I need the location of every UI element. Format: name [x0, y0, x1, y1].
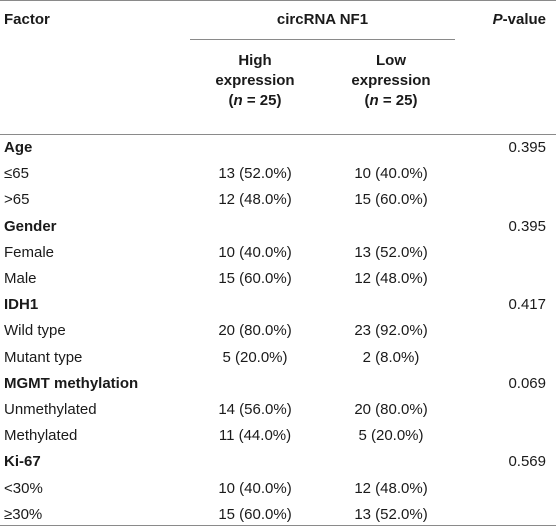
row-p-value: 0.395: [508, 139, 546, 156]
row-factor: IDH1: [4, 296, 39, 314]
header-p-rest: -value: [502, 11, 546, 28]
row-low-expression: 13 (52.0%): [354, 243, 428, 261]
row-high-expression: 12 (48.0%): [218, 191, 292, 209]
table-row: Ki-67 0.569: [0, 449, 556, 475]
header-low-n: (n = 25): [328, 91, 454, 111]
header-factor: Factor: [4, 11, 50, 28]
row-low-expression: 12 (48.0%): [354, 270, 428, 287]
header-low-line2: expression: [351, 72, 431, 89]
table-row: Male 15 (60.0%) 12 (48.0%): [0, 266, 556, 292]
header-low-line1: Low: [376, 52, 406, 69]
row-factor: Gender: [4, 217, 57, 235]
header-bottom-rule: [0, 134, 556, 135]
row-high-expression: 13 (52.0%): [218, 165, 292, 183]
table-top-rule: [0, 0, 556, 1]
row-high-expression: 15 (60.0%): [218, 505, 292, 523]
header-high-line1: High: [238, 52, 272, 69]
table-row: ≥30% 15 (60.0%) 13 (52.0%): [0, 502, 556, 528]
row-high-expression: 5 (20.0%): [222, 348, 288, 366]
header-high-expression: High expression (n = 25): [192, 51, 318, 111]
header-circrna-group: circRNA NF1: [276, 11, 369, 28]
header-p-italic: P: [492, 11, 503, 28]
row-factor: Wild type: [4, 322, 66, 340]
row-low-expression: 2 (8.0%): [362, 348, 420, 366]
row-factor: Mutant type: [4, 348, 83, 366]
row-low-expression: 20 (80.0%): [354, 401, 428, 418]
row-p-value: 0.417: [508, 296, 546, 314]
row-factor: Male: [4, 270, 37, 287]
row-high-expression: 10 (40.0%): [218, 479, 292, 497]
row-factor: ≥30%: [4, 505, 43, 523]
row-high-expression: 15 (60.0%): [218, 270, 292, 287]
row-low-expression: 15 (60.0%): [354, 191, 428, 209]
header-high-n: (n = 25): [192, 91, 318, 111]
row-low-expression: 23 (92.0%): [354, 322, 428, 340]
header-low-n-rest: = 25): [378, 92, 418, 109]
table-row: IDH1 0.417: [0, 292, 556, 318]
table-row: Methylated 11 (44.0%) 5 (20.0%): [0, 423, 556, 449]
row-factor: Age: [4, 139, 33, 156]
table-row: Female 10 (40.0%) 13 (52.0%): [0, 240, 556, 266]
row-factor: >65: [4, 191, 30, 209]
row-high-expression: 11 (44.0%): [218, 427, 292, 445]
row-factor: Ki-67: [4, 453, 41, 471]
header-low-n-italic: n: [369, 92, 379, 109]
row-high-expression: 20 (80.0%): [218, 322, 292, 340]
table-row: ≤65 13 (52.0%) 10 (40.0%): [0, 161, 556, 187]
table-row: Gender 0.395: [0, 214, 556, 240]
header-high-n-open: (: [228, 92, 234, 109]
row-p-value: 0.395: [508, 217, 546, 235]
row-p-value: 0.069: [508, 374, 546, 392]
row-low-expression: 12 (48.0%): [354, 479, 428, 497]
row-high-expression: 14 (56.0%): [218, 401, 292, 418]
group-underline: [190, 39, 455, 40]
table-row: <30% 10 (40.0%) 12 (48.0%): [0, 476, 556, 502]
table-row: >65 12 (48.0%) 15 (60.0%): [0, 187, 556, 213]
row-low-expression: 10 (40.0%): [354, 165, 428, 183]
row-factor: Female: [4, 243, 55, 261]
table-row: MGMT methylation 0.069: [0, 371, 556, 397]
table-row: Mutant type 5 (20.0%) 2 (8.0%): [0, 345, 556, 371]
header-low-expression: Low expression (n = 25): [328, 51, 454, 111]
row-factor: ≤65: [4, 165, 29, 183]
row-low-expression: 5 (20.0%): [358, 427, 424, 445]
header-high-n-italic: n: [233, 92, 243, 109]
header-high-n-rest: = 25): [242, 92, 282, 109]
row-high-expression: 10 (40.0%): [218, 243, 292, 261]
row-p-value: 0.569: [508, 453, 546, 471]
row-factor: <30%: [4, 479, 43, 497]
header-p-value: P-value: [493, 11, 546, 29]
row-factor: MGMT methylation: [4, 374, 139, 392]
row-factor: Methylated: [4, 427, 78, 445]
header-low-n-open: (: [364, 92, 370, 109]
row-low-expression: 13 (52.0%): [354, 505, 428, 523]
table-row: Unmethylated 14 (56.0%) 20 (80.0%): [0, 397, 556, 423]
table-row: Wild type 20 (80.0%) 23 (92.0%): [0, 318, 556, 344]
row-factor: Unmethylated: [4, 401, 97, 418]
header-high-line2: expression: [215, 72, 295, 89]
table-row: Age 0.395: [0, 135, 556, 161]
